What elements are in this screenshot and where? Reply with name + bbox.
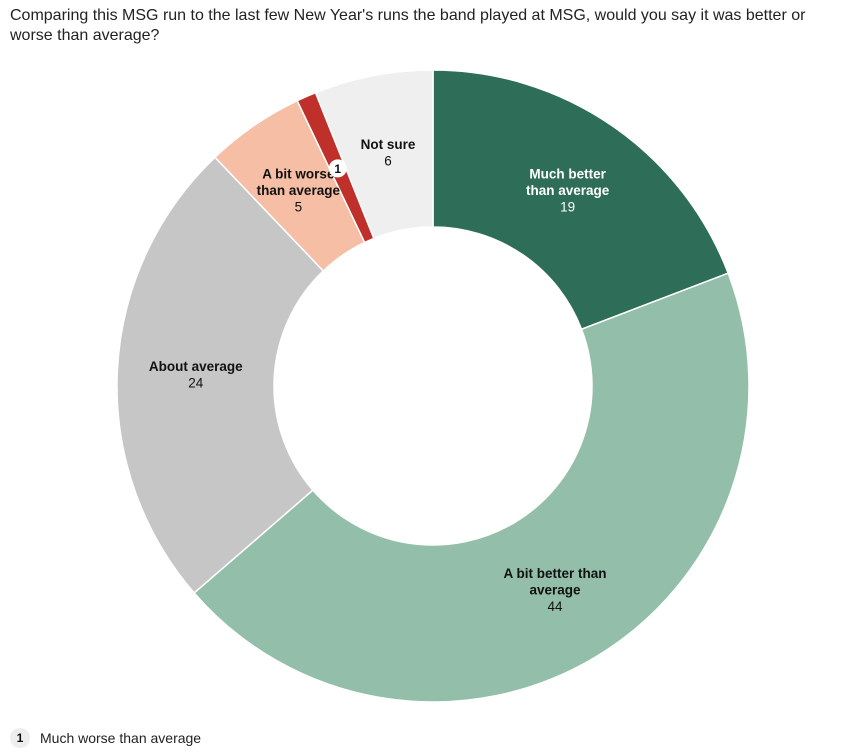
label-a-bit-better-than-average: A bit better than average 44 <box>503 566 606 614</box>
value-much-better-than-average: 19 <box>560 199 575 214</box>
footnote-marker-on-chart: 1 <box>328 159 347 178</box>
slice-not-sure <box>314 69 434 240</box>
slice-a-bit-better-than-average <box>193 272 750 703</box>
chart-title: Comparing this MSG run to the last few N… <box>10 7 806 44</box>
slice-much-better-than-average <box>432 69 730 331</box>
label-much-better-than-average: Much better than average 19 <box>526 166 610 214</box>
value-about-average: 24 <box>188 375 204 390</box>
slice-about-average <box>116 156 325 594</box>
footnote: 1 Much worse than average <box>10 728 201 748</box>
slices-group <box>116 69 750 703</box>
svg-text:1: 1 <box>334 162 341 176</box>
footnote-marker: 1 <box>10 728 30 748</box>
label-about-average: About average 24 <box>149 359 243 391</box>
label-a-bit-worse-than-average: A bit worse than average 5 <box>257 166 341 214</box>
value-a-bit-worse-than-average: 5 <box>295 199 303 214</box>
label-not-sure: Not sure 6 <box>361 137 416 169</box>
value-not-sure: 6 <box>384 154 392 169</box>
footnote-text: Much worse than average <box>40 730 202 746</box>
labels-group: Much better than average 19 A bit better th… <box>149 137 610 614</box>
value-a-bit-better-than-average: 44 <box>547 599 563 614</box>
